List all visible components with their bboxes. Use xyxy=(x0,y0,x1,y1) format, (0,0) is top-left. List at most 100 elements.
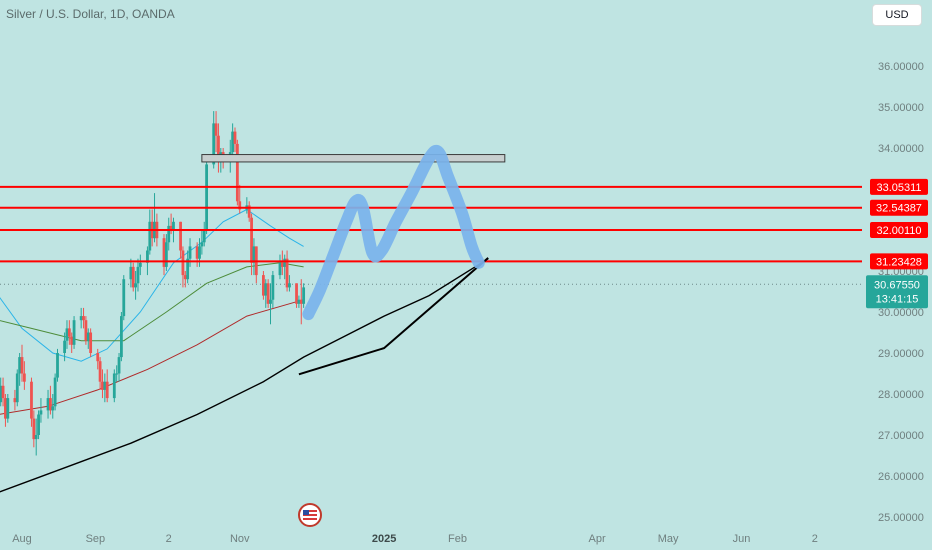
candle xyxy=(53,373,57,411)
candle-body xyxy=(146,250,149,263)
candle-body xyxy=(280,262,284,267)
candle xyxy=(4,394,7,427)
time-tick-label: Sep xyxy=(86,533,106,545)
candle-body xyxy=(162,238,166,267)
candle-body xyxy=(302,287,306,304)
candle-body xyxy=(217,135,220,161)
price-tick-label: 28.00000 xyxy=(878,389,924,401)
candle xyxy=(67,320,71,345)
candle xyxy=(297,295,301,308)
time-tick-label: Feb xyxy=(448,533,467,545)
candle-body xyxy=(131,266,135,288)
candle-body xyxy=(297,299,301,304)
candle-body xyxy=(247,205,251,218)
candle xyxy=(262,271,265,300)
candle xyxy=(32,410,36,448)
candle xyxy=(84,316,88,345)
candle-body xyxy=(264,283,268,296)
candle-body xyxy=(186,258,190,280)
candle-body xyxy=(96,353,100,362)
candle-body xyxy=(299,299,303,304)
candle xyxy=(18,353,22,386)
candle xyxy=(15,369,19,407)
candle-body xyxy=(30,381,33,419)
candle-body xyxy=(84,320,88,341)
candle xyxy=(288,275,291,292)
candle xyxy=(214,111,218,153)
candle xyxy=(252,238,256,276)
current-price-badge-bg xyxy=(866,275,928,309)
candle xyxy=(266,279,270,308)
level-badge: 32.00110 xyxy=(870,221,928,238)
candle-body xyxy=(67,328,71,337)
candle-body xyxy=(18,357,22,374)
candle xyxy=(134,271,138,300)
candle xyxy=(235,139,239,206)
candle-body xyxy=(271,275,275,300)
level-badge: 31.23428 xyxy=(870,253,928,270)
us-flag-icon[interactable] xyxy=(298,503,322,527)
candle xyxy=(79,307,83,329)
candle-body xyxy=(252,246,256,263)
candle xyxy=(49,385,52,415)
candle xyxy=(299,279,303,325)
price-tick-label: 26.00000 xyxy=(878,471,924,483)
candle-body xyxy=(212,123,216,165)
candle xyxy=(30,377,33,427)
candle-body xyxy=(82,316,85,321)
candle-body xyxy=(195,246,199,259)
time-tick-label: 2 xyxy=(166,533,172,545)
candle xyxy=(280,250,284,276)
candle xyxy=(202,221,206,247)
candle-body xyxy=(105,381,109,399)
candle-body xyxy=(148,221,152,251)
candle xyxy=(278,254,282,280)
candle xyxy=(205,156,209,235)
candle xyxy=(20,344,24,382)
time-tick-label: Nov xyxy=(230,533,250,545)
candle xyxy=(37,410,40,440)
candle-body xyxy=(1,385,5,399)
candle xyxy=(269,283,272,325)
candle-body xyxy=(136,266,140,284)
candle xyxy=(183,271,187,288)
price-tick-label: 27.00000 xyxy=(878,430,924,442)
level-badge-bg xyxy=(870,178,928,195)
candle xyxy=(105,369,109,403)
currency-button[interactable]: USD xyxy=(872,4,922,26)
price-tick-label: 30.00000 xyxy=(878,307,924,319)
candle-body xyxy=(214,123,218,136)
candle xyxy=(138,254,142,276)
candle-body xyxy=(266,283,270,304)
candle xyxy=(167,217,171,251)
candle xyxy=(103,373,107,403)
candle-body xyxy=(120,316,123,358)
trendline xyxy=(298,257,489,376)
candle-body xyxy=(46,398,50,411)
moving-average-line xyxy=(0,299,304,415)
candle xyxy=(82,307,85,329)
candle-body xyxy=(101,381,104,390)
candle-body xyxy=(70,336,74,345)
candle xyxy=(22,361,26,390)
moving-average-line xyxy=(0,262,304,342)
candle-body xyxy=(278,262,282,276)
candle-body xyxy=(112,373,116,399)
candle-body xyxy=(32,418,36,440)
candle xyxy=(233,127,237,153)
candle-body xyxy=(269,299,272,304)
candle-body xyxy=(205,164,209,230)
candle-body xyxy=(122,279,126,317)
candle-body xyxy=(51,406,55,411)
candle xyxy=(164,234,168,271)
candle xyxy=(247,201,251,222)
candle-body xyxy=(181,250,185,276)
candle-body xyxy=(235,143,239,202)
candle-body xyxy=(295,283,298,304)
candle xyxy=(115,365,119,382)
candle-body xyxy=(63,340,67,353)
candle-body xyxy=(34,435,38,440)
candle xyxy=(129,258,133,288)
